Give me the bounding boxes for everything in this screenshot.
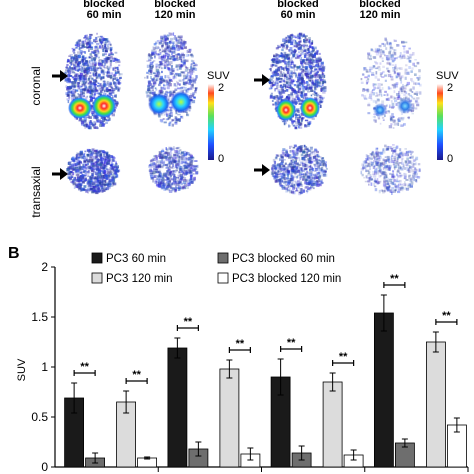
colorbar-min: 0 [447,153,453,165]
legend-swatch [217,272,229,284]
legend-swatch [91,252,103,264]
column-header-blocked-60-left: blocked 60 min [83,0,125,21]
colorbar-max: 2 [218,82,224,94]
error-bar [174,337,181,359]
bar [167,347,188,468]
colorbar-right: SUV 2 0 [436,70,459,165]
error-bar [71,382,78,414]
imaging-panel: blocked 60 min blocked 120 min blocked 60 m… [29,0,459,218]
significance-label: ** [80,361,89,373]
error-bar [226,359,233,379]
kidney-hotspot [92,94,116,118]
y-axis-label: SUV [16,358,28,381]
error-bar [144,456,151,460]
bar [373,312,394,468]
error-bar [401,438,408,448]
legend-label: PC3 blocked 60 min [232,253,335,265]
scan-transaxial-1 [66,148,121,195]
kidney-hotspot [300,97,320,119]
significance-bracket: ** [73,361,96,376]
significance-label: ** [442,310,451,322]
arrow-icon [254,164,270,176]
y-tick-label: 2 [41,260,48,274]
chart-legend: PC3 60 min PC3 blocked 60 min PC3 120 min P… [91,252,341,285]
column-header-blocked-120-right: blocked 120 min [359,0,401,21]
error-bar [123,390,130,414]
colorbar-label: SUV [207,70,230,82]
error-bar [453,417,460,433]
significance-label: ** [184,316,193,328]
kidney-hotspot [276,99,296,121]
significance-label: ** [236,338,245,350]
error-bar [298,445,305,461]
error-bar [329,372,336,392]
y-tick-label: 1.5 [31,310,48,324]
legend-item: PC3 60 min [91,252,166,265]
column-header-blocked-120-left: blocked 120 min [154,0,196,21]
colorbar-min: 0 [218,153,224,165]
bar [425,341,446,468]
legend-label: PC3 120 min [106,273,172,285]
colorbar-left: SUV 2 0 [207,70,230,165]
row-label-coronal: coronal [29,66,43,105]
significance-bracket: ** [332,351,355,366]
kidney-hotspot [170,91,192,113]
significance-bracket: ** [125,369,148,384]
error-bar [350,449,357,461]
kidney-hotspot [397,98,413,114]
scan-coronal-blocked-120-b [360,37,422,129]
y-tick-label: 0 [41,460,48,474]
significance-label: ** [287,337,296,349]
error-bar [195,441,202,457]
scan-transaxial-2 [148,146,199,193]
error-bar [432,331,439,353]
column-header-blocked-60-right: blocked 60 min [277,0,319,21]
significance-bracket: ** [228,338,251,353]
arrow-icon [52,70,68,82]
significance-bracket: ** [280,337,303,352]
legend-label: PC3 60 min [106,253,166,265]
y-tick-label: 1 [41,360,48,374]
error-bar [277,358,284,396]
error-bar [247,447,254,461]
significance-label: ** [132,369,141,381]
legend-item: PC3 120 min [91,272,172,285]
scan-transaxial-4 [360,144,421,195]
error-bar [380,294,387,332]
legend-swatch [91,272,103,284]
panel-letter: B [8,245,20,262]
arrow-icon [254,74,270,86]
legend-item: PC3 blocked 120 min [217,272,341,285]
chart-axes: 0 0.5 1 1.5 2 [31,260,469,474]
bar [322,381,343,468]
colorbar-label: SUV [436,70,459,82]
kidney-hotspot [373,103,387,117]
chart-bars [64,294,467,468]
legend-label: PC3 blocked 120 min [232,273,341,285]
y-tick-label: 0.5 [31,410,48,424]
significance-bracket: ** [176,316,199,331]
scan-transaxial-3 [270,144,328,196]
significance-bracket: ** [435,310,458,325]
significance-label: ** [339,351,348,363]
bar-chart-panel: B PC3 60 min PC3 blocked 60 min PC3 120 mi… [8,245,469,474]
significance-brackets: ** ** ** ** ** ** ** ** [73,273,458,384]
colorbar-max: 2 [447,82,453,94]
arrow-icon [52,168,68,180]
legend-swatch [217,252,229,264]
legend-item: PC3 blocked 60 min [217,252,335,265]
significance-bracket: ** [383,273,406,288]
kidney-hotspot [148,93,170,115]
kidney-hotspot [68,97,92,119]
row-label-transaxial: transaxial [29,166,43,217]
significance-label: ** [390,273,399,285]
error-bar [92,452,99,464]
bar [219,368,240,468]
